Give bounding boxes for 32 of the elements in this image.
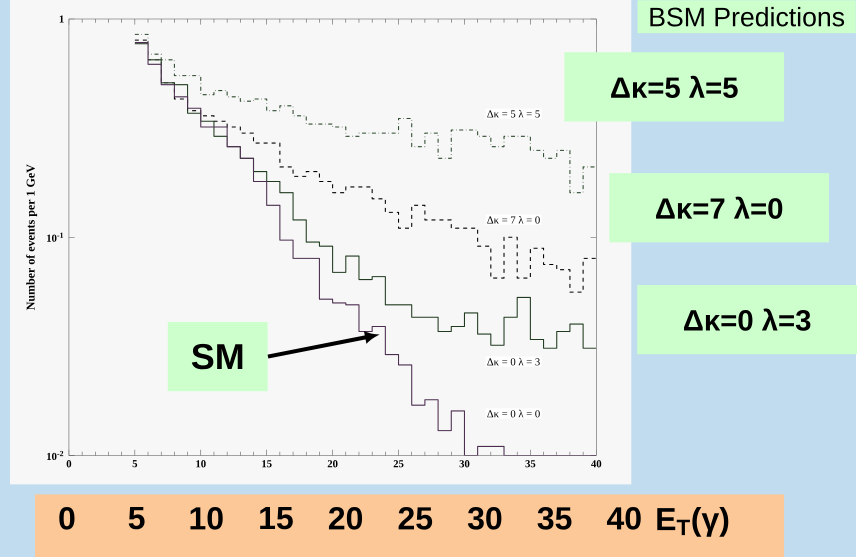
x-tick-label: 35 [525, 460, 536, 468]
x2-tick-label: 20 [328, 506, 362, 530]
x2-tick-label: 35 [538, 506, 572, 530]
x-tick-label: 15 [262, 460, 272, 468]
y-tick-label: 1 [60, 15, 64, 22]
x2-tick-label: 15 [260, 506, 293, 530]
x-tick-label: 0 [66, 460, 72, 468]
x-tick-label: 10 [196, 460, 206, 468]
text: Δκ = 0 λ = 0 [487, 410, 540, 418]
text: Δκ=7 λ=0 [656, 196, 782, 219]
y-tick-label: 10$^{-1}$ [47, 232, 64, 242]
x2-tick-label: 0 [59, 506, 74, 530]
x2-tick-label: 5 [128, 506, 145, 530]
x-tick-label: 20 [328, 460, 338, 468]
x-tick-label: 40 [591, 460, 602, 468]
text: Δκ=5 λ=5 [611, 76, 738, 98]
x-tick-label: 30 [460, 460, 470, 468]
x2-axis-title: E$_{T}$(γ) [657, 506, 728, 537]
text: BSM Predictions [650, 6, 844, 26]
x2-tick-label: 25 [398, 506, 432, 530]
series-label: Δκ = 0 λ = 3 [487, 358, 540, 366]
x2-tick-label: 30 [468, 506, 502, 530]
x2-tick-label: 10 [190, 506, 223, 530]
x-tick-label: 25 [394, 460, 404, 468]
y-axis-title: Number of events per 1 GeV [26, 164, 38, 310]
y-tick-label: 10$^{-2}$ [47, 450, 64, 460]
x-tick-label: 5 [132, 460, 138, 468]
x2-tick-label: 40 [606, 506, 641, 530]
text: Δκ=0 λ=3 [684, 308, 810, 331]
series-label: Δκ = 7 λ = 0 [487, 216, 540, 224]
annotation: SM [192, 344, 242, 370]
series-label: Δκ = 5 λ = 5 [487, 110, 540, 118]
